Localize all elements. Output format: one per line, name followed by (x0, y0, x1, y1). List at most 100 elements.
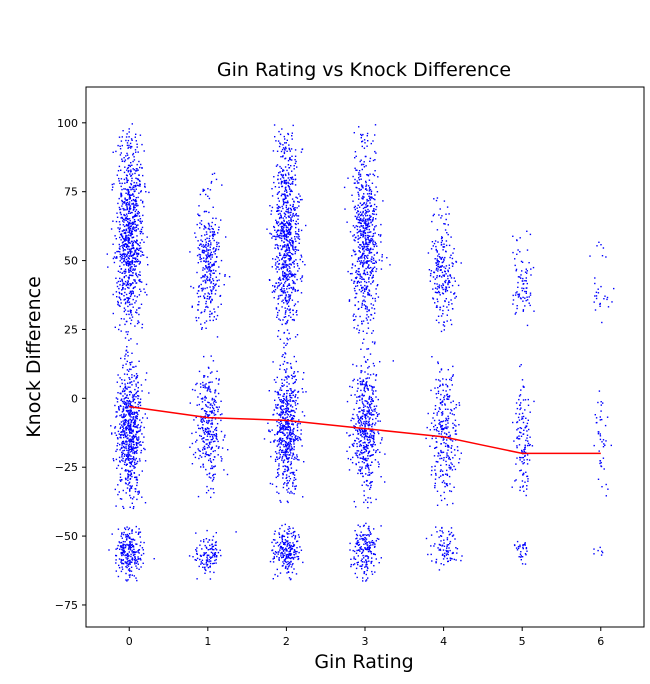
scatter-point (133, 398, 136, 400)
scatter-point (116, 256, 118, 258)
scatter-point (276, 316, 278, 318)
scatter-point (302, 496, 304, 498)
scatter-point (120, 357, 122, 360)
scatter-point (289, 337, 291, 340)
scatter-point (282, 461, 285, 464)
scatter-point (367, 249, 369, 252)
scatter-point (122, 364, 124, 367)
scatter-point (380, 476, 382, 478)
scatter-point (124, 166, 126, 168)
scatter-point (136, 168, 138, 170)
scatter-point (203, 225, 206, 227)
scatter-point (380, 241, 382, 243)
scatter-point (286, 438, 288, 440)
scatter-point (290, 566, 293, 568)
scatter-point (278, 449, 281, 452)
scatter-point (119, 414, 121, 417)
scatter-point (297, 422, 299, 425)
scatter-point (366, 249, 368, 251)
scatter-point (134, 420, 137, 422)
scatter-point (129, 173, 131, 175)
scatter-point (137, 252, 140, 255)
scatter-point (209, 231, 212, 233)
scatter-point (362, 430, 364, 433)
scatter-point (115, 554, 117, 557)
scatter-point (128, 391, 131, 393)
scatter-point (288, 298, 290, 300)
scatter-point (371, 461, 373, 463)
scatter-point (283, 554, 285, 557)
scatter-point (128, 264, 130, 266)
scatter-point (282, 451, 284, 453)
scatter-point (112, 243, 114, 245)
scatter-point (284, 273, 287, 275)
scatter-point (136, 437, 138, 439)
scatter-point (132, 193, 134, 196)
scatter-point (284, 454, 286, 457)
scatter-point (361, 429, 364, 431)
scatter-point (297, 222, 299, 225)
scatter-point (369, 488, 371, 490)
scatter-point (286, 563, 288, 566)
scatter-point (131, 146, 133, 148)
scatter-point (288, 182, 290, 185)
scatter-point (126, 154, 129, 156)
scatter-point (211, 231, 214, 233)
scatter-point (293, 471, 295, 474)
scatter-point (362, 458, 364, 460)
scatter-point (134, 250, 136, 252)
scatter-point (367, 238, 369, 240)
scatter-point (283, 451, 285, 454)
scatter-point (146, 256, 148, 259)
scatter-point (378, 463, 380, 465)
scatter-point (366, 247, 368, 249)
scatter-point (144, 460, 147, 462)
scatter-point (135, 215, 137, 217)
scatter-point (127, 476, 129, 478)
scatter-point (196, 223, 198, 226)
scatter-point (280, 411, 282, 413)
scatter-point (381, 254, 383, 256)
scatter-point (365, 420, 367, 422)
scatter-point (132, 394, 134, 396)
scatter-point (289, 276, 291, 278)
scatter-point (296, 249, 298, 251)
scatter-point (369, 249, 371, 251)
scatter-point (293, 477, 296, 479)
scatter-point (299, 199, 302, 201)
scatter-point (372, 257, 375, 259)
scatter-point (277, 178, 279, 181)
scatter-point (280, 233, 283, 235)
scatter-point (370, 221, 372, 223)
scatter-point (208, 472, 211, 474)
scatter-point (282, 477, 284, 479)
scatter-point (128, 313, 130, 316)
scatter-point (374, 198, 376, 201)
scatter-point (359, 202, 362, 204)
scatter-point (127, 265, 130, 267)
scatter-point (288, 332, 290, 335)
scatter-point (287, 208, 289, 210)
scatter-point (133, 253, 136, 255)
scatter-point (132, 465, 134, 467)
scatter-point (128, 426, 130, 428)
scatter-point (129, 212, 131, 214)
scatter-point (124, 544, 127, 546)
scatter-point (279, 400, 282, 403)
scatter-point (138, 360, 140, 362)
scatter-point (215, 377, 217, 380)
scatter-point (286, 191, 288, 193)
scatter-point (112, 293, 114, 296)
scatter-point (279, 283, 281, 286)
scatter-point (285, 204, 288, 207)
scatter-point (293, 410, 295, 412)
scatter-point (211, 465, 213, 467)
scatter-point (210, 551, 213, 554)
scatter-point (228, 276, 231, 278)
scatter-point (207, 376, 209, 378)
scatter-point (136, 476, 138, 478)
scatter-point (130, 250, 132, 252)
scatter-point (131, 261, 133, 263)
scatter-point (294, 556, 296, 559)
scatter-point (368, 210, 370, 212)
